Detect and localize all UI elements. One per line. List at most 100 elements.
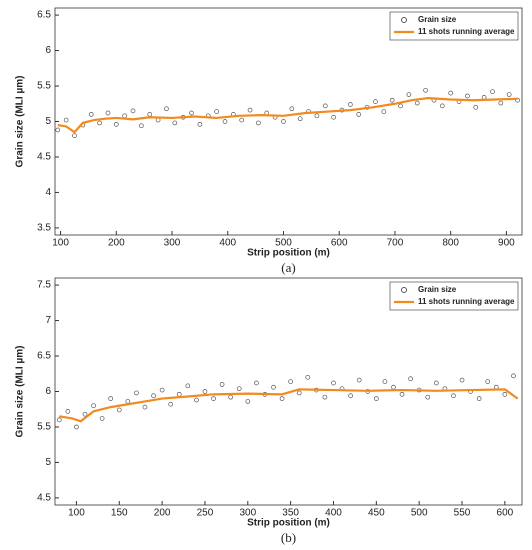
scatter-point <box>459 377 465 383</box>
y-tick-label: 5.5 <box>37 422 51 433</box>
x-axis-label: Strip position (m) <box>247 248 330 259</box>
scatter-point <box>202 389 208 394</box>
scatter-point <box>288 379 293 384</box>
legend-label: Grain size <box>418 15 457 24</box>
scatter-point <box>281 119 286 124</box>
x-tick-label: 700 <box>387 238 404 249</box>
scatter-point <box>331 114 336 120</box>
scatter-point <box>373 99 378 104</box>
x-tick-label: 200 <box>108 238 125 249</box>
scatter-point <box>239 117 245 123</box>
y-tick-label: 6.5 <box>37 351 51 362</box>
scatter-point <box>279 396 285 401</box>
scatter-point <box>151 393 156 399</box>
panel: 4.5 5 5.5 6 6.5 7 7.5 100 150 200 250 300 350 400 450 5… <box>15 277 523 545</box>
scatter-point <box>448 90 454 96</box>
scatter-point <box>271 384 276 390</box>
scatter-point <box>485 379 491 384</box>
y-tick-label: 6 <box>45 45 51 56</box>
x-tick-label: 400 <box>325 508 342 519</box>
scatter-point <box>214 109 219 114</box>
scatter-point <box>433 380 439 386</box>
x-tick-label: 400 <box>219 238 236 249</box>
scatter-point <box>74 424 79 430</box>
scatter-point <box>159 387 165 393</box>
scatter-point <box>305 374 311 380</box>
y-tick-label: 3.5 <box>37 223 51 234</box>
scatter-point <box>142 404 148 410</box>
scatter-point <box>168 401 174 407</box>
x-tick-label: 300 <box>164 238 181 249</box>
scatter-point <box>197 121 203 127</box>
average-line <box>59 388 519 423</box>
scatter-point <box>331 380 336 386</box>
caption: (b) <box>281 530 296 545</box>
scatter-point <box>82 411 88 417</box>
legend: Grain size 11 shots running average <box>389 11 519 41</box>
x-tick-label: 600 <box>497 508 514 519</box>
scatter-point <box>399 391 405 397</box>
y-tick-label: 5 <box>45 116 51 127</box>
scatter-point <box>116 407 122 413</box>
scatter-point <box>97 120 102 126</box>
scatter-point <box>65 409 71 414</box>
scatter-point <box>473 104 479 110</box>
y-axis-label: Grain size (MLI µm) <box>15 346 26 438</box>
scatter-point <box>356 112 362 117</box>
x-tick-label: 900 <box>498 238 515 249</box>
panel: 3.5 4 4.5 5 5.5 6 6.5 100 200 300 400 500 600 700 800 9… <box>15 7 523 275</box>
x-tick-label: 100 <box>68 508 85 519</box>
scatter-point <box>498 100 504 106</box>
y-axis-label: Grain size (MLI µm) <box>15 76 26 168</box>
scatter-point <box>88 112 94 117</box>
scatter-point <box>465 93 470 99</box>
scatter-point <box>348 393 353 399</box>
scatter-point <box>228 394 234 400</box>
scatter-point <box>425 394 431 400</box>
scatter-point <box>189 110 194 116</box>
scatter-point <box>72 133 77 139</box>
y-tick-label: 4.5 <box>37 493 51 504</box>
scatter-point <box>511 373 516 379</box>
scatter-point <box>63 117 69 123</box>
x-tick-label: 250 <box>197 508 214 519</box>
scatter-point <box>56 417 62 423</box>
scatter-point <box>134 390 139 396</box>
x-tick-label: 300 <box>239 508 256 519</box>
scatter-point <box>245 399 251 404</box>
scatter-point <box>515 97 520 103</box>
scatter-point <box>439 103 445 109</box>
scatter-point <box>130 108 136 114</box>
scatter-point <box>322 103 328 109</box>
scatter-point <box>382 379 388 384</box>
plot-frame <box>54 7 523 236</box>
x-tick-label: 450 <box>368 508 385 519</box>
y-tick-label: 7.5 <box>37 280 51 291</box>
x-tick-label: 500 <box>275 238 292 249</box>
scatter-point <box>398 103 403 109</box>
scatter-point <box>211 396 216 401</box>
scatter-point <box>172 120 178 126</box>
scatter-point <box>91 403 96 409</box>
legend-marker <box>401 287 407 293</box>
scatter-point <box>219 382 225 387</box>
y-tick-label: 5 <box>45 457 51 468</box>
scatter-point <box>139 123 144 129</box>
scatter-point <box>476 396 482 401</box>
scatter-point <box>108 396 114 401</box>
x-tick-label: 600 <box>331 238 348 249</box>
scatter-point <box>502 391 508 397</box>
scatter-point <box>296 390 302 396</box>
scatter-point <box>194 397 199 403</box>
scatter-point <box>314 113 320 119</box>
scatter-point <box>185 383 191 389</box>
scatter-point <box>322 394 328 400</box>
scatter-point <box>406 92 412 97</box>
scatter-point <box>373 396 379 401</box>
scatter-point <box>105 110 111 116</box>
y-tick-label: 4.5 <box>37 152 51 163</box>
scatter-point <box>506 92 512 97</box>
scatter-point <box>348 102 353 107</box>
scatter-point <box>256 120 261 126</box>
